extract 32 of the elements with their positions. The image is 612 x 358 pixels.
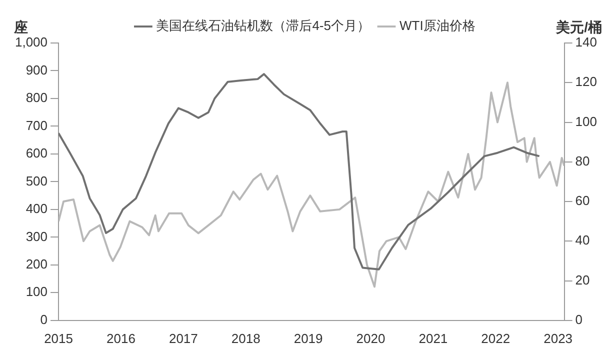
y2-tick-label: 0 [575,312,583,327]
y2-tick-label: 120 [575,74,598,90]
y-tick-label: 400 [26,201,48,216]
y-tick-label: 100 [26,284,48,300]
y-tick-label: 900 [26,62,48,78]
x-tick-label: 2016 [106,330,136,346]
y-tick-label: 300 [26,228,48,244]
x-tick-label: 2021 [418,330,448,346]
x-tick-label: 2018 [231,330,260,346]
legend-label: WTI原油价格 [399,18,476,34]
y-tick-label: 700 [26,118,48,133]
y-tick-label: 600 [26,146,48,161]
x-tick-label: 2017 [168,330,198,346]
y-tick-label: 200 [26,256,48,272]
y2-tick-label: 140 [575,34,598,50]
x-tick-label: 2022 [481,330,510,346]
y2-tick-label: 40 [575,232,590,248]
y-axis-title: 座 [13,18,28,35]
x-tick-label: 2023 [544,330,573,346]
y2-tick-label: 20 [575,272,590,288]
y2-tick-label: 80 [575,153,590,168]
y2-axis-title: 美元/桶 [555,18,602,35]
y-tick-label: 0 [40,312,48,327]
x-tick-label: 2019 [294,330,323,346]
y-tick-label: 1,000 [14,34,48,50]
legend-label: 美国在线石油钻机数（滞后4-5个月） [156,18,370,34]
x-tick-label: 2015 [44,330,73,346]
y-tick-label: 500 [26,173,48,188]
y2-tick-label: 60 [575,193,590,208]
x-tick-label: 2020 [356,330,386,346]
y-tick-label: 800 [26,90,48,106]
y2-tick-label: 100 [575,114,598,129]
